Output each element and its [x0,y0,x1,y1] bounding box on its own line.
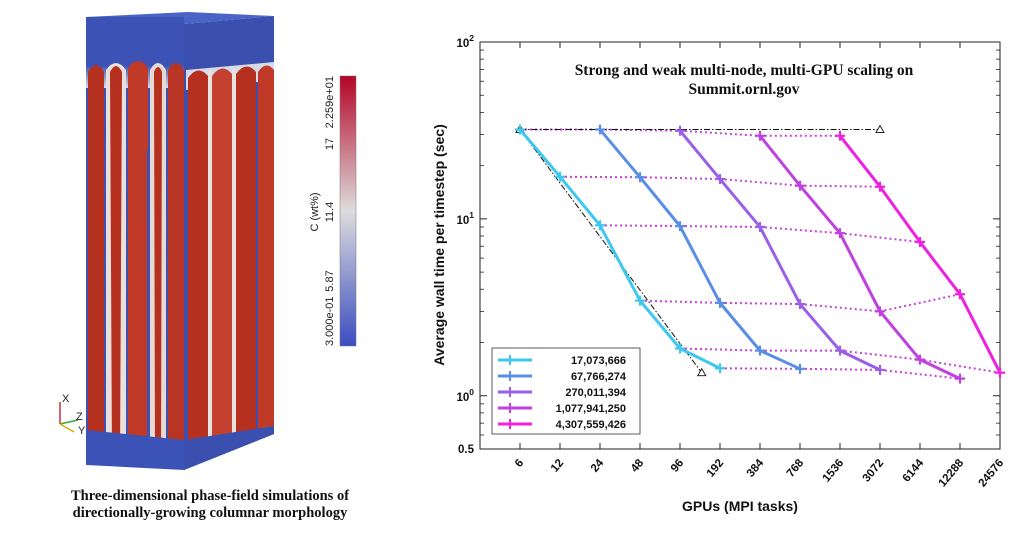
x-tick-label: 6144 [901,457,927,485]
colorbar [339,75,357,347]
data-point [835,130,845,141]
data-point [715,297,725,308]
data-point [835,228,845,239]
data-point [675,221,685,232]
colorbar-tick: 3.000e-01 [324,296,336,346]
data-point [915,237,925,248]
y-tick-label: 0.5 [458,444,475,456]
data-point [795,180,805,191]
data-point [875,306,885,317]
legend: 17,073,666 67,766,274 270,011,394 1,077,941… [491,347,641,435]
series-line [758,134,961,380]
ideal-marker [875,124,885,133]
colorbar-title: C (wt%) [309,192,321,231]
front-columns [86,61,184,460]
colorbar-tick: 5.87 [324,270,336,291]
data-point [715,174,725,185]
legend-label: 1,077,941,250 [556,403,626,415]
x-tick-label: 48 [629,457,647,475]
strong-scaling-series [515,124,1005,384]
caption-line: Three-dimensional phase-field simulation… [70,488,350,504]
ideal-marker [696,367,707,377]
colorbar-tick: 2.259e+01 [324,76,336,128]
box-bottom-band [86,430,184,470]
x-tick-label: 384 [745,457,767,480]
axis-x-label: X [62,393,70,405]
axis-y-label: Y [78,425,86,437]
series-line [678,129,881,372]
data-point [875,364,885,375]
data-point [755,130,765,141]
y-tick-label: 102 [456,33,474,50]
legend-label: 67,766,274 [571,371,627,383]
colorbar-tick: 11.4 [324,202,336,223]
data-point [755,221,765,232]
y-ticks: 0.5 100 101 102 [456,33,1000,456]
data-point [835,345,845,356]
ideal-strong-line [519,129,703,374]
chart-title-line: Summit.ornl.gov [688,81,799,98]
data-point [715,363,725,374]
x-tick-label: 768 [785,457,807,480]
data-point [675,343,685,354]
caption-line: directionally-growing columnar morpholog… [72,505,348,521]
data-point [795,363,805,374]
x-tick-label: 24576 [977,457,1007,489]
y-tick-label: 101 [456,210,474,227]
data-point [595,220,605,231]
legend-label: 17,073,666 [571,355,626,367]
x-tick-label: 192 [705,457,727,479]
axis-z-label: Z [76,411,83,423]
x-tick-label: 12 [549,457,566,475]
x-tick-label: 3072 [861,457,887,484]
weak-scaling-line [719,367,961,380]
y-axis-label: Average wall time per timestep (sec) [431,124,447,365]
data-point [635,295,645,306]
chart-title-line: Strong and weak multi-node, multi-GPU sc… [575,62,914,79]
side-columns [186,62,274,452]
data-point [915,354,925,365]
data-point [955,373,965,384]
data-point [595,124,605,135]
x-tick-label: 96 [669,457,686,475]
legend-label: 4,307,559,426 [556,419,626,431]
x-tick-label: 24 [589,457,607,475]
x-axis-label: GPUs (MPI tasks) [682,498,798,514]
data-point [995,367,1005,378]
scaling-chart: Strong and weak multi-node, multi-GPU sc… [431,33,1007,514]
x-tick-label: 12288 [937,457,967,490]
data-point [755,345,765,356]
figure-caption: Three-dimensional phase-field simulation… [0,488,420,522]
series-line [598,128,801,371]
data-point [955,289,965,300]
data-point [875,181,885,192]
simulation-panel: 3.000e-01 5.87 11.4 17 2.259e+01 C (wt%)… [0,0,420,538]
series-line [518,128,721,370]
y-tick-label: 100 [456,387,474,404]
data-point [795,299,805,310]
x-tick-label: 6 [513,457,526,470]
data-point [635,172,645,183]
orientation-axes: X Z Y [59,393,86,437]
data-point [515,124,525,135]
data-point [555,171,565,182]
legend-label: 270,011,394 [565,387,626,399]
colorbar-tick: 17 [324,138,336,150]
data-point [675,125,685,136]
colorbar-ticks: 3.000e-01 5.87 11.4 17 2.259e+01 [324,76,336,346]
simulation-render: 3.000e-01 5.87 11.4 17 2.259e+01 C (wt%)… [59,12,357,470]
x-tick-label: 1536 [821,457,847,484]
